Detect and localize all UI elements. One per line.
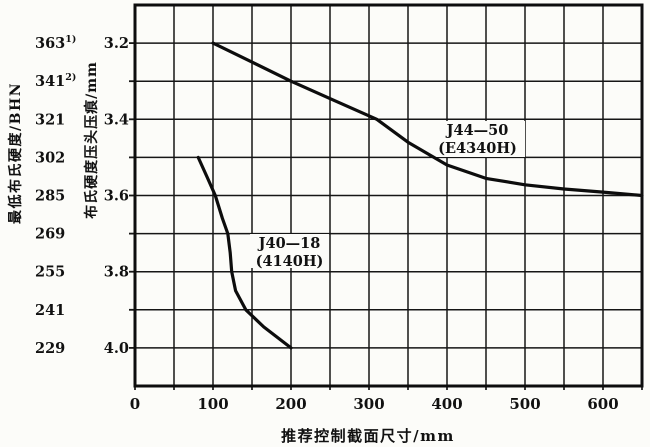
- curve-j44-50: [211, 41, 644, 198]
- indentation-tick-label-3-6: 3.6: [104, 188, 129, 205]
- bhn-tick-label-269: 269: [35, 226, 65, 243]
- indentation-tick-label-4-0: 4.0: [104, 340, 129, 357]
- plot-border: [133, 3, 644, 388]
- x-tick-label-600: 600: [587, 395, 618, 413]
- series-label-name-j40-18: J40—18: [257, 235, 321, 252]
- curve-j40-18: [196, 155, 293, 350]
- bhn-tick-label-363: 3631): [35, 34, 76, 52]
- x-tick-label-200: 200: [275, 395, 306, 413]
- series-label-steel-j44-50: (E4340H): [438, 140, 517, 157]
- x-tick-label-0: 0: [130, 395, 140, 413]
- series-label-steel-j40-18: (4140H): [256, 253, 324, 270]
- bhn-tick-label-229: 229: [35, 340, 65, 357]
- indentation-tick-label-3-8: 3.8: [104, 264, 129, 281]
- series-label-name-j44-50: J44—50: [445, 122, 509, 139]
- bhn-tick-label-302: 302: [35, 149, 65, 166]
- indentation-tick-label-3-2: 3.2: [104, 35, 129, 52]
- y-axis-title-bhn: 最低布氏硬度/BHN: [7, 82, 24, 224]
- series-label-box-j44-50: [430, 121, 525, 157]
- footnote-marker: 2): [65, 72, 76, 83]
- chart-generated-content: J44—50(E4340H) J40—18(4140H) 0 100 200 300 400…: [35, 3, 644, 413]
- indentation-tick-label-3-4: 3.4: [104, 111, 129, 128]
- x-tick-label-300: 300: [353, 395, 384, 413]
- bhn-tick-label-241: 241: [35, 302, 65, 319]
- y-axis-title-indentation: 布氏硬度压头压痕/mm: [83, 61, 100, 219]
- footnote-marker: 1): [65, 34, 76, 45]
- x-tick-label-100: 100: [197, 395, 228, 413]
- x-tick-label-500: 500: [509, 395, 540, 413]
- bhn-tick-label-255: 255: [35, 264, 65, 281]
- series-label-box-j40-18: [250, 234, 329, 268]
- x-axis-title: 推荐控制截面尺寸/mm: [281, 427, 455, 445]
- x-tick-label-400: 400: [431, 395, 462, 413]
- bhn-tick-label-285: 285: [35, 188, 65, 205]
- bhn-tick-label-341: 3412): [35, 72, 76, 90]
- bhn-tick-label-321: 321: [35, 111, 65, 128]
